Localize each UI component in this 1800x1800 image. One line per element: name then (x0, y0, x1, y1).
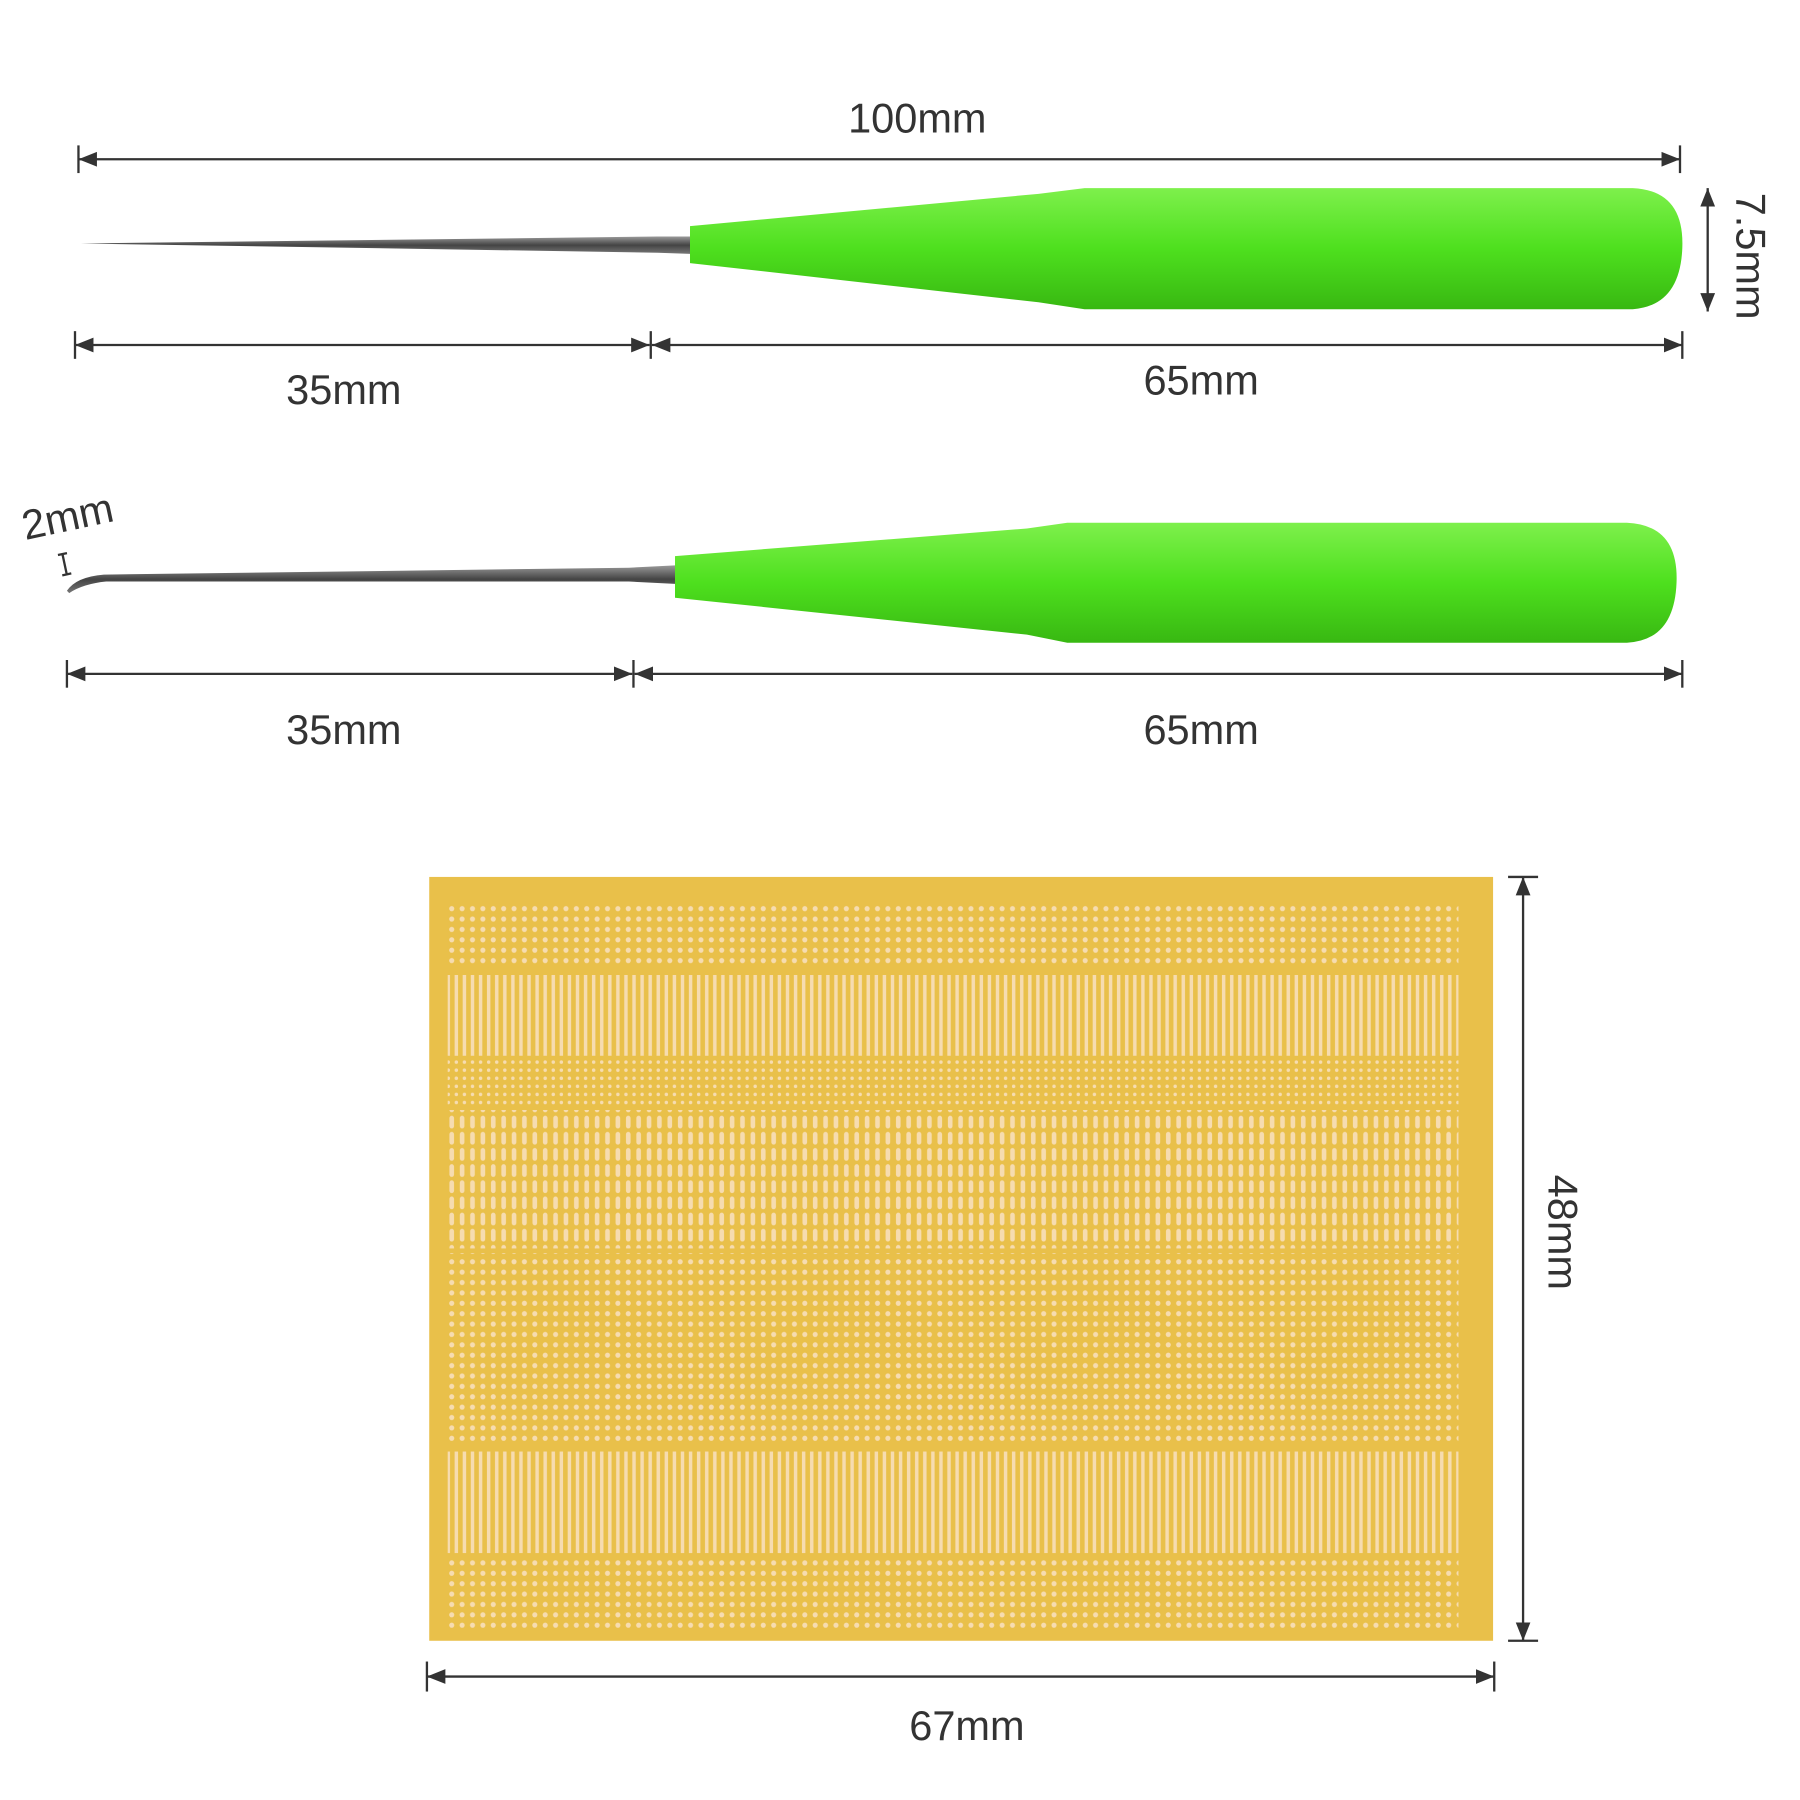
handle-length-label: 65mm (1143, 357, 1258, 404)
prototype-board: 67mm 48mm (425, 875, 1586, 1749)
total-length-label: 100mm (848, 95, 986, 142)
probe-straight: 100mm 35mm 65mm 7.5mm (73, 95, 1775, 413)
green-handle (675, 522, 1677, 643)
green-handle (690, 188, 1683, 310)
hooked-needle-tip (66, 565, 675, 594)
diameter-label: 7.5mm (1728, 193, 1775, 320)
hook-size-label: 2mm (17, 484, 117, 549)
board-height-label: 48mm (1539, 1175, 1586, 1290)
board-width-label: 67mm (909, 1702, 1024, 1749)
probe-hooked: 2mm 35mm 65mm (17, 484, 1684, 753)
handle-length-label: 65mm (1143, 706, 1258, 753)
tip-length-label: 35mm (286, 366, 401, 413)
tip-length-label: 35mm (286, 706, 401, 753)
needle-tip (80, 236, 691, 254)
